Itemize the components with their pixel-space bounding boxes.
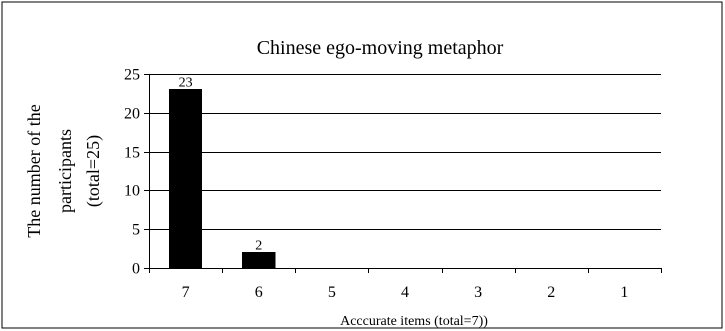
y-axis-label-line-3: (total=25): [83, 135, 104, 207]
y-tick-label-5: 5: [132, 222, 140, 239]
x-axis-label: Acccurate items (total=7)): [340, 314, 488, 329]
x-tick-label-3: 3: [474, 284, 482, 301]
y-tick-label-10: 10: [124, 183, 140, 200]
x-tick-label-7: 7: [182, 284, 190, 301]
y-tick-label-0: 0: [132, 261, 140, 278]
y-axis-label-line-2: participants: [55, 129, 75, 213]
x-tick-label-6: 6: [255, 284, 263, 301]
y-tick-label-25: 25: [124, 67, 140, 84]
x-tick-label-1: 1: [620, 284, 628, 301]
bar-6: [242, 252, 276, 269]
y-tick-label-20: 20: [124, 106, 140, 123]
y-axis-label-line-1: The number of the: [24, 104, 44, 237]
axes: [144, 74, 662, 273]
x-tick-label-4: 4: [401, 284, 409, 301]
x-tick-label-2: 2: [547, 284, 555, 301]
data-label-6: 2: [255, 239, 262, 254]
chart-title: Chinese ego-moving metaphor: [257, 37, 504, 59]
data-label-7: 23: [179, 76, 193, 91]
bars: [169, 89, 276, 269]
x-tick-label-5: 5: [328, 284, 336, 301]
gridlines: [149, 74, 661, 230]
bar-7: [169, 89, 203, 269]
y-tick-label-15: 15: [124, 145, 140, 162]
y-axis-label: The number of the participants (total=25…: [24, 104, 104, 237]
